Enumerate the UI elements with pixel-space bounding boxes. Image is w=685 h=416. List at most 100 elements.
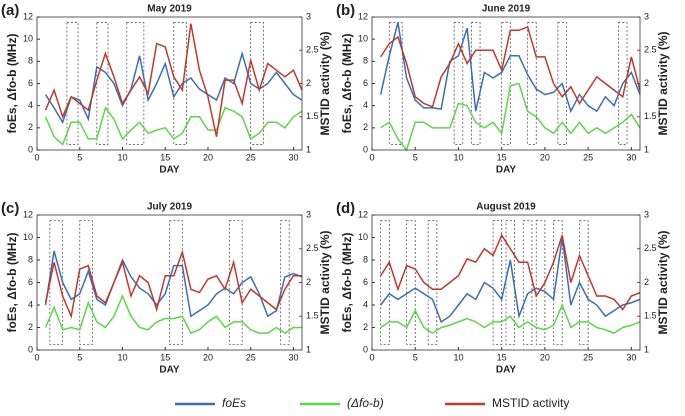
x-tick-label: 20 bbox=[540, 152, 550, 162]
y-axis-label: foEs, Δfo-b (MHz) bbox=[5, 233, 19, 333]
y2-tick-label: 2 bbox=[306, 277, 311, 287]
series-line bbox=[380, 303, 641, 335]
y-tick-label: 2 bbox=[28, 122, 33, 132]
highlight-box bbox=[427, 220, 438, 345]
series-line bbox=[44, 294, 302, 335]
y-tick-label: 4 bbox=[363, 299, 368, 309]
y-tick-label: 8 bbox=[28, 56, 33, 66]
y-tick-label: 2 bbox=[363, 122, 368, 132]
x-tick-label: 20 bbox=[203, 352, 213, 362]
highlight-box bbox=[501, 22, 511, 145]
x-tick-label: 20 bbox=[540, 352, 550, 362]
y-tick-label: 0 bbox=[28, 144, 33, 154]
y2-tick-label: 1.5 bbox=[306, 111, 319, 121]
y-tick-label: 0 bbox=[363, 144, 368, 154]
highlight-box bbox=[280, 220, 290, 345]
panel-label: (b) bbox=[336, 2, 355, 19]
y2-tick-label: 2.5 bbox=[644, 243, 657, 253]
panel-label: (c) bbox=[1, 200, 19, 217]
y2-axis-label: MSTID activity (%) bbox=[318, 230, 332, 334]
series-line bbox=[44, 106, 303, 146]
plot-frame bbox=[371, 16, 641, 151]
y-axis-label: foEs, Δfo-b (MHz) bbox=[340, 34, 354, 134]
x-tick-label: 5 bbox=[413, 352, 418, 362]
y2-tick-label: 2.5 bbox=[306, 243, 319, 253]
y-tick-label: 6 bbox=[363, 78, 368, 88]
x-tick-label: 25 bbox=[583, 152, 593, 162]
x-tick-label: 25 bbox=[246, 152, 256, 162]
y2-tick-label: 1 bbox=[306, 344, 311, 354]
chart-title: August 2019 bbox=[476, 202, 536, 213]
x-tick-label: 10 bbox=[453, 352, 463, 362]
x-axis-label: DAY bbox=[496, 165, 517, 176]
highlight-box bbox=[388, 22, 403, 145]
y-tick-label: 4 bbox=[363, 100, 368, 110]
x-tick-label: 0 bbox=[369, 152, 374, 162]
x-tick-label: 30 bbox=[626, 352, 636, 362]
y2-tick-label: 1 bbox=[644, 344, 649, 354]
highlight-box bbox=[617, 22, 628, 145]
chart-title: May 2019 bbox=[147, 4, 192, 15]
x-tick-label: 10 bbox=[453, 152, 463, 162]
y-tick-label: 0 bbox=[363, 344, 368, 354]
y2-tick-label: 2.5 bbox=[306, 45, 319, 55]
x-tick-label: 15 bbox=[160, 352, 170, 362]
series-line bbox=[380, 233, 641, 311]
y-tick-label: 2 bbox=[363, 322, 368, 332]
series-line bbox=[380, 82, 641, 152]
highlight-box bbox=[453, 22, 464, 145]
y-tick-label: 10 bbox=[358, 232, 368, 242]
y-tick-label: 0 bbox=[28, 344, 33, 354]
y-tick-label: 8 bbox=[363, 56, 368, 66]
chart-title: July 2019 bbox=[147, 202, 192, 213]
x-tick-label: 15 bbox=[497, 352, 507, 362]
x-axis-label: DAY bbox=[159, 165, 180, 176]
y-tick-label: 6 bbox=[28, 277, 33, 287]
x-axis-label: DAY bbox=[496, 365, 517, 376]
series-line bbox=[44, 250, 303, 318]
plot-frame bbox=[371, 214, 641, 351]
y2-tick-label: 3 bbox=[306, 11, 311, 21]
x-tick-label: 0 bbox=[369, 352, 374, 362]
y-tick-label: 4 bbox=[28, 299, 33, 309]
highlight-box bbox=[553, 220, 563, 345]
x-tick-label: 0 bbox=[34, 152, 39, 162]
highlight-box bbox=[126, 22, 145, 145]
highlight-box bbox=[522, 220, 533, 345]
x-tick-label: 30 bbox=[288, 152, 298, 162]
series-line bbox=[44, 249, 302, 319]
x-tick-label: 5 bbox=[77, 352, 82, 362]
y-tick-label: 4 bbox=[28, 100, 33, 110]
y2-tick-label: 3 bbox=[306, 209, 311, 219]
x-tick-label: 25 bbox=[246, 352, 256, 362]
chart-title: June 2019 bbox=[482, 4, 531, 15]
highlight-box bbox=[492, 220, 503, 345]
highlight-box bbox=[535, 220, 546, 345]
x-tick-label: 10 bbox=[117, 352, 127, 362]
legend-label: MSTID activity bbox=[492, 396, 569, 410]
legend-label: (Δfo-b) bbox=[347, 396, 384, 410]
y2-tick-label: 3 bbox=[644, 209, 649, 219]
highlight-box bbox=[527, 22, 537, 145]
x-tick-label: 10 bbox=[117, 152, 127, 162]
y-tick-label: 10 bbox=[358, 34, 368, 44]
y-axis-label: foEs, Δfo-b (MHz) bbox=[340, 233, 354, 333]
y-tick-label: 6 bbox=[363, 277, 368, 287]
highlight-box bbox=[96, 22, 109, 145]
highlight-box bbox=[406, 220, 416, 345]
y2-tick-label: 1.5 bbox=[306, 311, 319, 321]
x-tick-label: 0 bbox=[34, 352, 39, 362]
y2-axis-label: MSTID activity (%) bbox=[656, 31, 670, 135]
legend-label: foEs bbox=[222, 396, 246, 410]
x-tick-label: 25 bbox=[583, 352, 593, 362]
panel-label: (a) bbox=[1, 2, 19, 19]
highlight-box bbox=[557, 22, 567, 145]
x-tick-label: 20 bbox=[203, 152, 213, 162]
panel-label: (d) bbox=[336, 200, 355, 217]
y-tick-label: 6 bbox=[28, 78, 33, 88]
y2-tick-label: 2 bbox=[644, 277, 649, 287]
y-tick-label: 12 bbox=[23, 11, 33, 21]
y2-tick-label: 1 bbox=[644, 144, 649, 154]
series-line bbox=[380, 25, 641, 108]
plot-frame bbox=[36, 214, 303, 351]
